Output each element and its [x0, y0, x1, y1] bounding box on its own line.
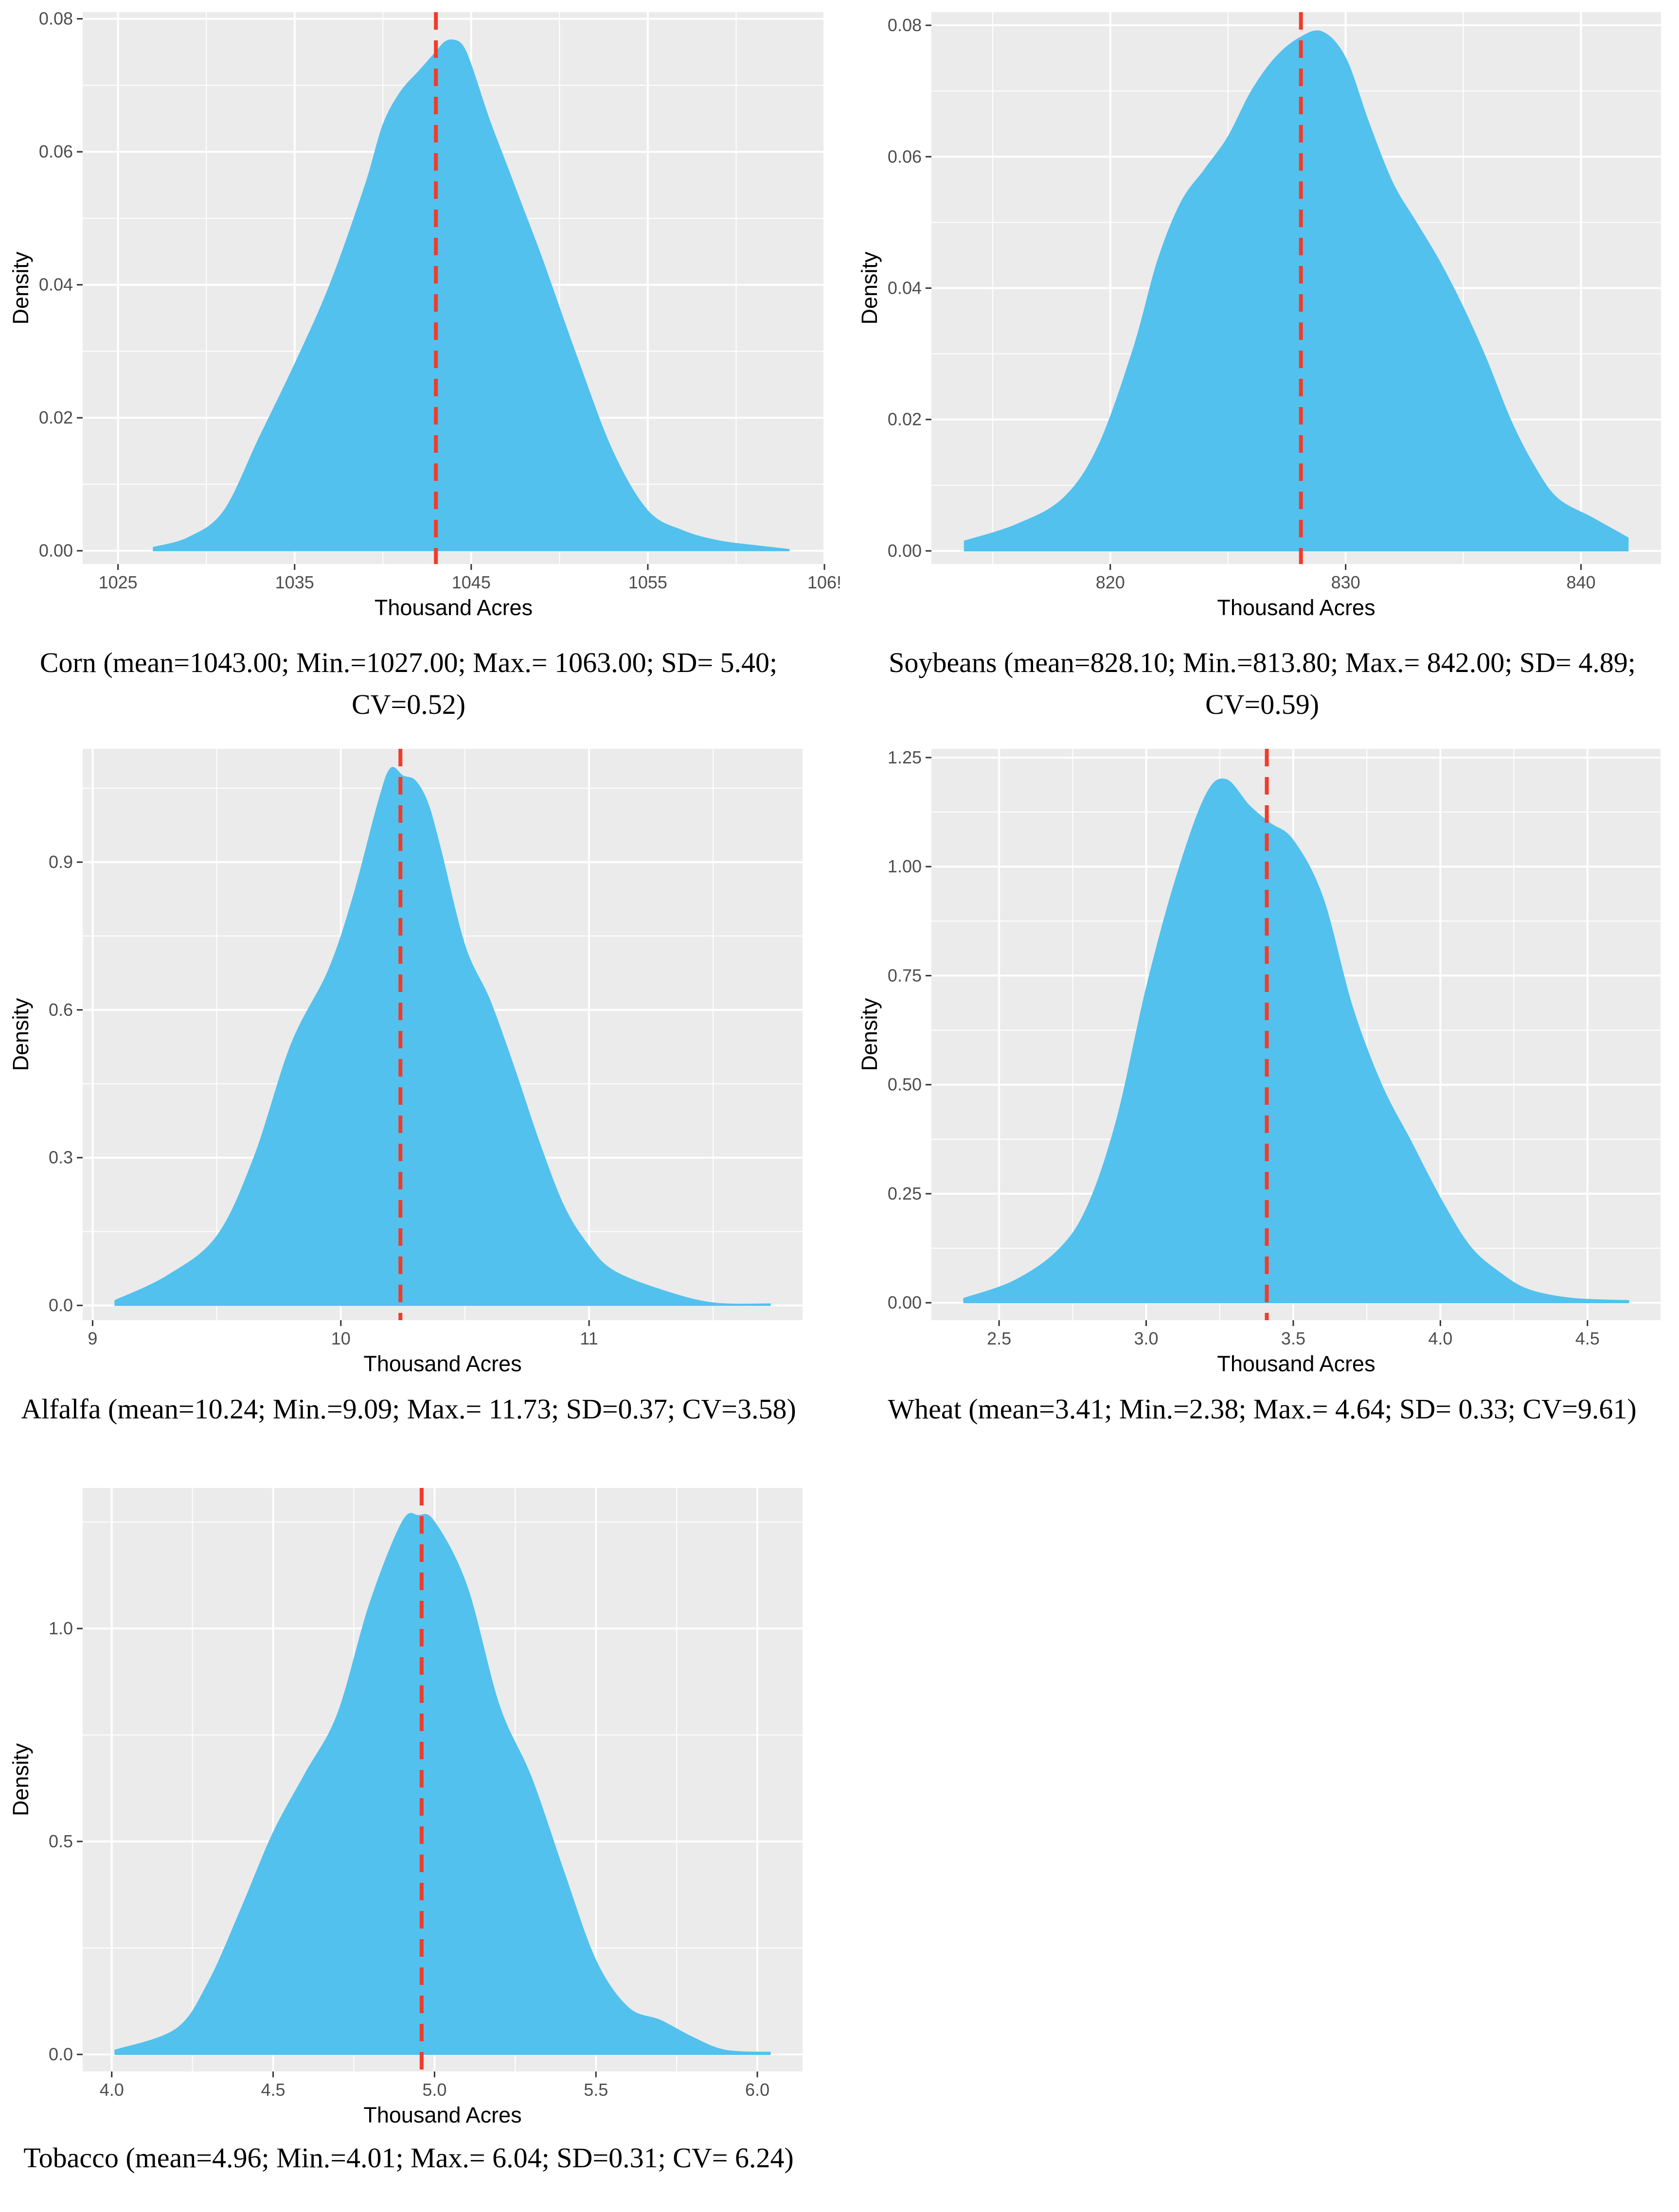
y-tick-label: 1.25	[888, 747, 922, 767]
x-tick-label: 1035	[275, 572, 314, 592]
y-axis-title: Density	[857, 998, 882, 1071]
x-axis-title: Thousand Acres	[1217, 1351, 1375, 1376]
y-tick-label: 0.6	[49, 1000, 73, 1020]
density-area	[153, 39, 790, 551]
y-tick-label: 0.00	[888, 1292, 922, 1312]
x-tick-label: 4.5	[261, 2080, 286, 2100]
chart-wheat: 2.5 3.0 3.5 4.0 4.5 0.00 0.25 0.50 0.75 1.00 1.25 T…	[857, 747, 1661, 1376]
x-tick-label: 830	[1331, 572, 1360, 592]
x-tick-label: 4.0	[1428, 1328, 1452, 1348]
x-tick-label: 6.0	[745, 2080, 769, 2100]
y-tick-label: 0.5	[49, 1831, 73, 1851]
chart-soybeans: 820 830 840 0.00 0.02 0.04 0.06 0.08 Thousand Ac…	[857, 12, 1661, 620]
y-tick-label: 0.02	[39, 407, 73, 427]
x-tick-label: 840	[1566, 572, 1595, 592]
y-tick-label: 0.00	[39, 541, 73, 561]
y-tick-label: 0.08	[39, 9, 73, 29]
y-tick-label: 0.0	[49, 2044, 73, 2064]
density-area	[114, 1513, 771, 2055]
x-tick-label: 2.5	[987, 1328, 1011, 1348]
x-tick-label: 820	[1096, 572, 1125, 592]
caption-tobacco: Tobacco (mean=4.96; Min.=4.01; Max.= 6.0…	[23, 2142, 794, 2174]
y-tick-label: 0.3	[49, 1148, 73, 1168]
x-axis-title: Thousand Acres	[1217, 595, 1375, 620]
x-axis-title: Thousand Acres	[375, 595, 533, 620]
x-tick-label: 9	[88, 1328, 97, 1348]
y-tick-label: 0.04	[39, 275, 73, 295]
x-tick-label: 4.0	[100, 2080, 124, 2100]
x-axis-title: Thousand Acres	[363, 2103, 521, 2127]
y-tick-label: 0.25	[888, 1184, 922, 1203]
density-area	[964, 30, 1629, 551]
y-tick-label: 1.00	[888, 856, 922, 876]
density-area	[114, 767, 771, 1306]
x-tick-label: 3.0	[1134, 1328, 1159, 1348]
y-axis-title: Density	[8, 251, 33, 325]
chart-alfalfa: 9 10 11 0.0 0.3 0.6 0.9 Thousand Acres Density	[8, 749, 803, 1376]
y-tick-label: 0.9	[49, 852, 73, 872]
x-axis-title: Thousand Acres	[363, 1351, 521, 1376]
x-tick-label: 106!	[807, 572, 841, 592]
y-tick-label: 0.04	[888, 278, 922, 298]
x-tick-label: 5.5	[584, 2080, 608, 2100]
caption-corn: Corn (mean=1043.00; Min.=1027.00; Max.= …	[39, 647, 778, 720]
x-tick-label: 11	[580, 1328, 598, 1348]
y-tick-label: 1.0	[49, 1618, 73, 1638]
density-area	[963, 779, 1629, 1304]
y-tick-label: 0.00	[888, 541, 922, 561]
y-tick-label: 0.02	[888, 409, 922, 429]
y-tick-label: 0.06	[888, 146, 922, 166]
y-tick-label: 0.50	[888, 1075, 922, 1095]
x-tick-label: 5.0	[422, 2080, 447, 2100]
y-axis-title: Density	[8, 998, 33, 1071]
chart-tobacco: 4.0 4.5 5.0 5.5 6.0 0.0 0.5 1.0 Thousand Acres De…	[8, 1488, 803, 2127]
y-tick-label: 0.75	[888, 965, 922, 985]
x-tick-label: 4.5	[1575, 1328, 1600, 1348]
y-axis-title: Density	[8, 1743, 33, 1816]
caption-soybeans: Soybeans (mean=828.10; Min.=813.80; Max.…	[889, 647, 1636, 720]
chart-corn: 1025 1035 1045 1055 106! 0.00 0.02 0.04 0.06 0.08…	[8, 9, 841, 620]
y-tick-label: 0.06	[39, 142, 73, 161]
x-tick-label: 10	[331, 1328, 351, 1348]
y-axis-title: Density	[857, 251, 882, 325]
y-tick-label: 0.0	[49, 1295, 73, 1315]
x-tick-label: 3.5	[1281, 1328, 1305, 1348]
x-tick-label: 1025	[99, 572, 138, 592]
x-tick-label: 1045	[452, 572, 491, 592]
caption-wheat: Wheat (mean=3.41; Min.=2.38; Max.= 4.64;…	[888, 1393, 1637, 1425]
y-tick-label: 0.08	[888, 15, 922, 35]
x-tick-label: 1055	[628, 572, 667, 592]
caption-alfalfa: Alfalfa (mean=10.24; Min.=9.09; Max.= 11…	[21, 1393, 796, 1425]
